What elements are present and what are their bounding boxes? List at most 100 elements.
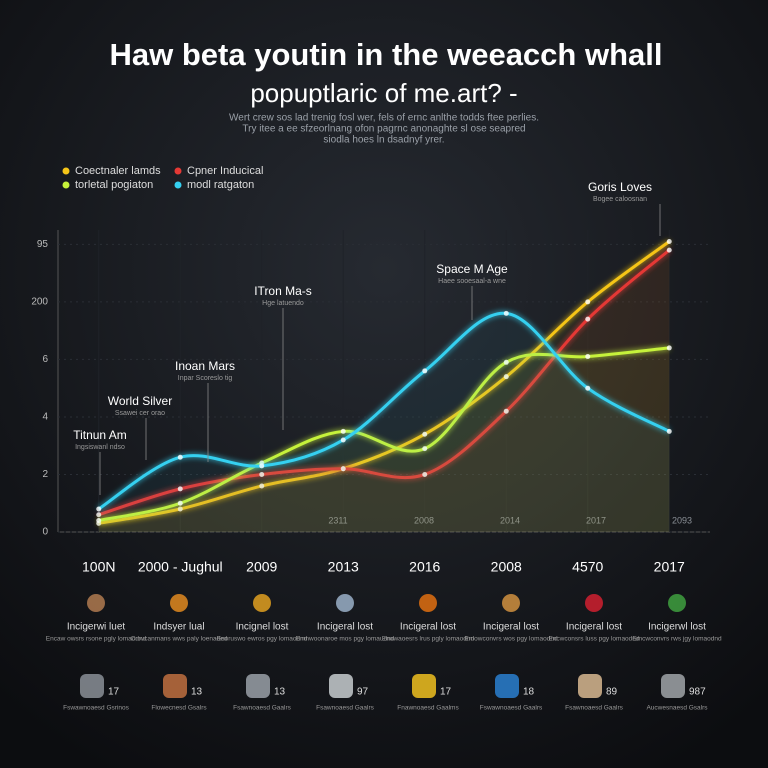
chart-subtitle: popuptlaric of me.art? - (250, 78, 517, 108)
icon-note: Fsawnoaesd Gaalrs (233, 705, 292, 712)
series-line (98, 248, 671, 517)
inner-x-label: 2008 (414, 515, 434, 525)
point (96, 512, 102, 518)
area (98, 250, 670, 532)
point (503, 408, 509, 414)
point (422, 471, 428, 477)
x-tick-label: 2000 - Jughul (138, 559, 223, 575)
point (585, 385, 591, 391)
point (96, 517, 102, 523)
icon-note: Eooruswo ewros pgy lomaodnd (217, 636, 308, 643)
legend-swatch (174, 167, 182, 175)
point (340, 428, 346, 434)
icon (578, 674, 602, 698)
point (177, 486, 183, 492)
icon-label: Incigeral lost (566, 622, 622, 633)
icon-note: Emowconvrs wos pgy lomaodnd (464, 636, 558, 643)
icon (585, 594, 603, 612)
x-tick-label: 2013 (328, 559, 359, 575)
annotation: Inoan Mars (175, 359, 235, 373)
icon (329, 674, 353, 698)
icon-note: Fsawnoaesd Gaalrs (565, 705, 624, 712)
legend-label: torletal pogiaton (75, 179, 153, 191)
icon (412, 674, 436, 698)
icon-note: Aucwesnaesd Gsalrs (646, 705, 708, 712)
series-line (98, 346, 670, 522)
inner-x-label: 2017 (586, 515, 606, 525)
icon-note: Encwconsrs luss pgy lomaodnd (548, 636, 639, 643)
series-line (97, 311, 670, 511)
y-tick-label: 200 (31, 297, 48, 308)
point (585, 354, 591, 360)
legend-swatch (62, 181, 70, 189)
y-tick-label: 95 (37, 239, 49, 250)
x-tick-label: 2016 (409, 559, 440, 575)
icon-label: Incignel lost (236, 622, 289, 633)
icon-value: 18 (523, 687, 535, 698)
inner-x-label: 2014 (500, 515, 520, 525)
icon (80, 674, 104, 698)
description: siodla hoes ln dsadnyf yrer. (323, 135, 444, 146)
icon-value: 89 (606, 687, 618, 698)
annotation: ITron Ma-s (254, 284, 312, 298)
area (98, 241, 670, 532)
icon (163, 674, 187, 698)
annotation: Titnun Am (73, 428, 127, 442)
point (666, 345, 672, 351)
y-tick-label: 4 (42, 412, 48, 423)
annotation-note: Inpar Scoreslo tig (178, 375, 233, 382)
icon-note: Fswawnoaesd Gaalrs (480, 705, 543, 712)
point (177, 500, 183, 506)
y-tick-label: 6 (42, 354, 48, 365)
point (177, 506, 183, 512)
icon-value: 17 (108, 687, 120, 698)
icon-label: Incigerwl lost (648, 622, 706, 633)
legend-label: modl ratgaton (187, 179, 254, 191)
point (422, 431, 428, 437)
icon (87, 594, 105, 612)
point (340, 466, 346, 472)
point (259, 471, 265, 477)
icon-label: Incigeral lost (400, 622, 456, 633)
y-tick-label: 2 (42, 469, 48, 480)
point (422, 446, 428, 452)
description: Wert crew sos lad trenig fosl wer, fels … (229, 113, 539, 124)
legend-swatch (62, 167, 70, 175)
icon (502, 594, 520, 612)
point (666, 428, 672, 434)
icon-note: Enowaoesrs lrus pgly lomaodnd (382, 636, 475, 643)
icon-label: Indsyer lual (153, 622, 204, 633)
icon (246, 674, 270, 698)
icon-value: 17 (440, 687, 452, 698)
point (259, 483, 265, 489)
chart-title: Haw beta youtin in the weeacch whall (110, 37, 663, 72)
annotation: World Silver (108, 394, 172, 408)
x-tick-label: 2017 (654, 559, 685, 575)
point (585, 299, 591, 305)
annotation-note: Bogee caloosnan (593, 196, 647, 203)
icon-value: 97 (357, 687, 369, 698)
icon-note: Emcwconvrs rws jgy lomaodnd (632, 636, 722, 643)
legend-label: Coectnaler lamds (75, 165, 161, 177)
icon-label: Incigerwi luet (67, 622, 126, 633)
x-tick-label: 2008 (491, 559, 522, 575)
icon-value: 13 (191, 687, 203, 698)
point (666, 239, 672, 245)
icon-note: Flowecnesd Gsalrs (151, 705, 207, 712)
annotation: Space M Age (436, 262, 508, 276)
x-tick-label: 100N (82, 559, 115, 575)
icon (419, 594, 437, 612)
legend-label: Cpner Inducical (187, 165, 263, 177)
icon-label: Incigeral lost (317, 622, 373, 633)
legend-swatch (174, 181, 182, 189)
annotation-note: Haee sooesaal-a wne (438, 278, 506, 285)
icon (668, 594, 686, 612)
icon (170, 594, 188, 612)
icon-note: Fswawnoaesd Gsrinos (63, 705, 129, 712)
point (503, 374, 509, 380)
icon-label: Incigeral lost (483, 622, 539, 633)
y-tick-label: 0 (42, 527, 48, 538)
area (98, 313, 670, 532)
